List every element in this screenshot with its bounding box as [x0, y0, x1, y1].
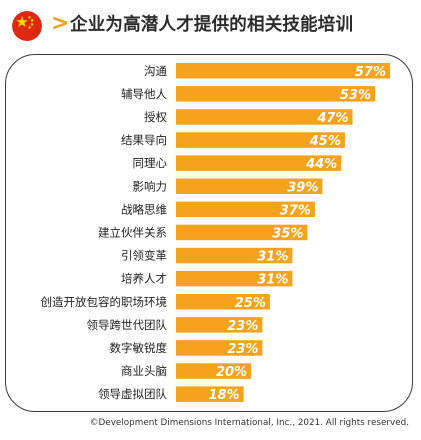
china-flag-icon	[12, 11, 42, 41]
category-label: 领导虚拟团队	[98, 387, 167, 401]
bar	[176, 270, 293, 287]
bar	[176, 178, 323, 194]
category-label: 战略思维	[121, 202, 167, 216]
chart-title: 企业为高潜人才提供的相关技能培训	[70, 15, 354, 35]
chart-panel	[5, 54, 413, 412]
bar	[176, 63, 390, 79]
bar	[176, 317, 263, 333]
category-label: 商业头脑	[121, 364, 167, 378]
category-label: 沟通	[144, 64, 167, 78]
value-label: 23%	[227, 319, 258, 334]
value-label: 23%	[227, 342, 258, 357]
value-label: 45%	[309, 134, 341, 149]
bar	[176, 340, 263, 356]
value-label: 39%	[287, 180, 318, 195]
bar	[176, 363, 252, 379]
category-label: 领导跨世代团队	[87, 318, 168, 332]
category-label: 影响力	[133, 179, 168, 193]
bar	[176, 247, 293, 264]
bar	[176, 155, 342, 171]
bar	[176, 294, 270, 310]
value-label: 18%	[208, 388, 239, 403]
bar	[176, 109, 353, 125]
bar	[176, 132, 345, 148]
value-label: 20%	[216, 365, 247, 380]
category-label: 同理心	[133, 156, 168, 170]
value-label: 57%	[355, 65, 386, 80]
category-label: 辅导他人	[121, 87, 167, 101]
value-label: 47%	[316, 111, 348, 126]
value-label: 53%	[340, 88, 371, 103]
value-label: 37%	[280, 203, 311, 218]
bar	[176, 224, 308, 241]
header: > 企业为高潜人才提供的相关技能培训	[6, 4, 416, 44]
category-label: 创造开放包容的职场环境	[41, 295, 168, 309]
category-label: 授权	[144, 110, 167, 124]
chevron-right-icon: >	[51, 11, 70, 36]
category-label: 数字敏锐度	[110, 341, 168, 355]
value-label: 31%	[257, 273, 288, 288]
value-label: 31%	[257, 250, 288, 265]
category-label: 建立伙伴关系	[98, 225, 167, 239]
bar-chart: 沟通 57% 辅导他人 53% 授权 47% 结果导向 45% 同理心 44% 影响力 39% 战略思维…	[41, 63, 390, 403]
category-label: 培养人才	[121, 272, 167, 286]
bar	[176, 201, 315, 218]
bar	[176, 86, 375, 102]
category-label: 引领变革	[121, 249, 167, 263]
value-label: 35%	[272, 226, 303, 241]
category-label: 结果导向	[121, 133, 167, 147]
value-label: 44%	[305, 157, 337, 172]
bar	[176, 386, 244, 402]
value-label: 25%	[235, 296, 266, 311]
copyright-footer: ©Development Dimensions International, I…	[89, 418, 409, 428]
